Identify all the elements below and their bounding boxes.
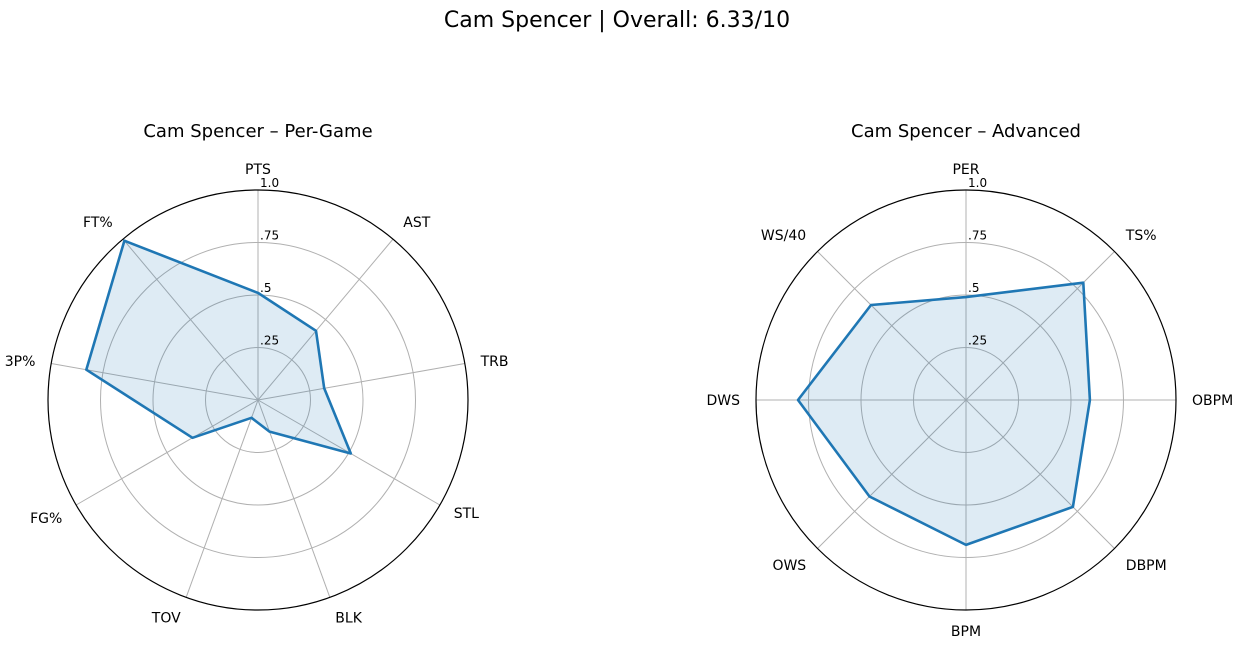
polar-frame <box>755 189 1177 611</box>
data-area <box>86 240 351 454</box>
radial-tick-label: .25 <box>260 334 279 348</box>
category-label: TS% <box>1125 228 1157 244</box>
category-label: OBPM <box>1192 393 1233 409</box>
radial-tick-label: 1.0 <box>260 176 279 190</box>
category-label: STL <box>454 506 479 522</box>
radial-tick-label: .75 <box>968 229 987 243</box>
category-label: DWS <box>706 393 740 409</box>
data-line <box>85 239 353 455</box>
category-label: BLK <box>335 610 362 626</box>
grid-spoke <box>185 399 259 598</box>
category-label: TOV <box>151 610 181 626</box>
grid-spoke <box>75 399 259 506</box>
polar-frame <box>47 189 469 611</box>
grid-spoke <box>257 363 465 401</box>
category-label: PER <box>952 162 979 178</box>
chart-title: Cam Spencer – Advanced <box>851 121 1081 142</box>
category-label: WS/40 <box>761 228 806 244</box>
radial-tick-label: .75 <box>260 229 279 243</box>
category-label: DBPM <box>1126 558 1167 574</box>
grid-spoke <box>817 399 967 549</box>
radial-tick-label: .25 <box>968 334 987 348</box>
data-area <box>798 282 1090 545</box>
category-label: TRB <box>480 354 509 370</box>
grid-spoke <box>817 251 967 401</box>
radial-tick-label: .5 <box>968 281 979 295</box>
category-label: 3P% <box>5 354 36 370</box>
grid-spoke <box>257 238 394 401</box>
grid-spoke <box>965 399 1115 549</box>
chart-title: Cam Spencer – Per-Game <box>143 121 372 142</box>
category-label: PTS <box>245 162 271 178</box>
category-label: FG% <box>30 511 62 527</box>
grid-spoke <box>965 251 1115 401</box>
category-label: OWS <box>772 558 806 574</box>
grid-spoke <box>122 238 259 401</box>
category-label: FT% <box>83 215 113 231</box>
radial-tick-label: 1.0 <box>968 176 987 190</box>
radial-tick-label: .5 <box>260 281 271 295</box>
data-line <box>796 281 1092 547</box>
figure-title: Cam Spencer | Overall: 6.33/10 <box>443 8 791 33</box>
category-label: AST <box>403 215 430 231</box>
category-label: BPM <box>951 624 981 640</box>
